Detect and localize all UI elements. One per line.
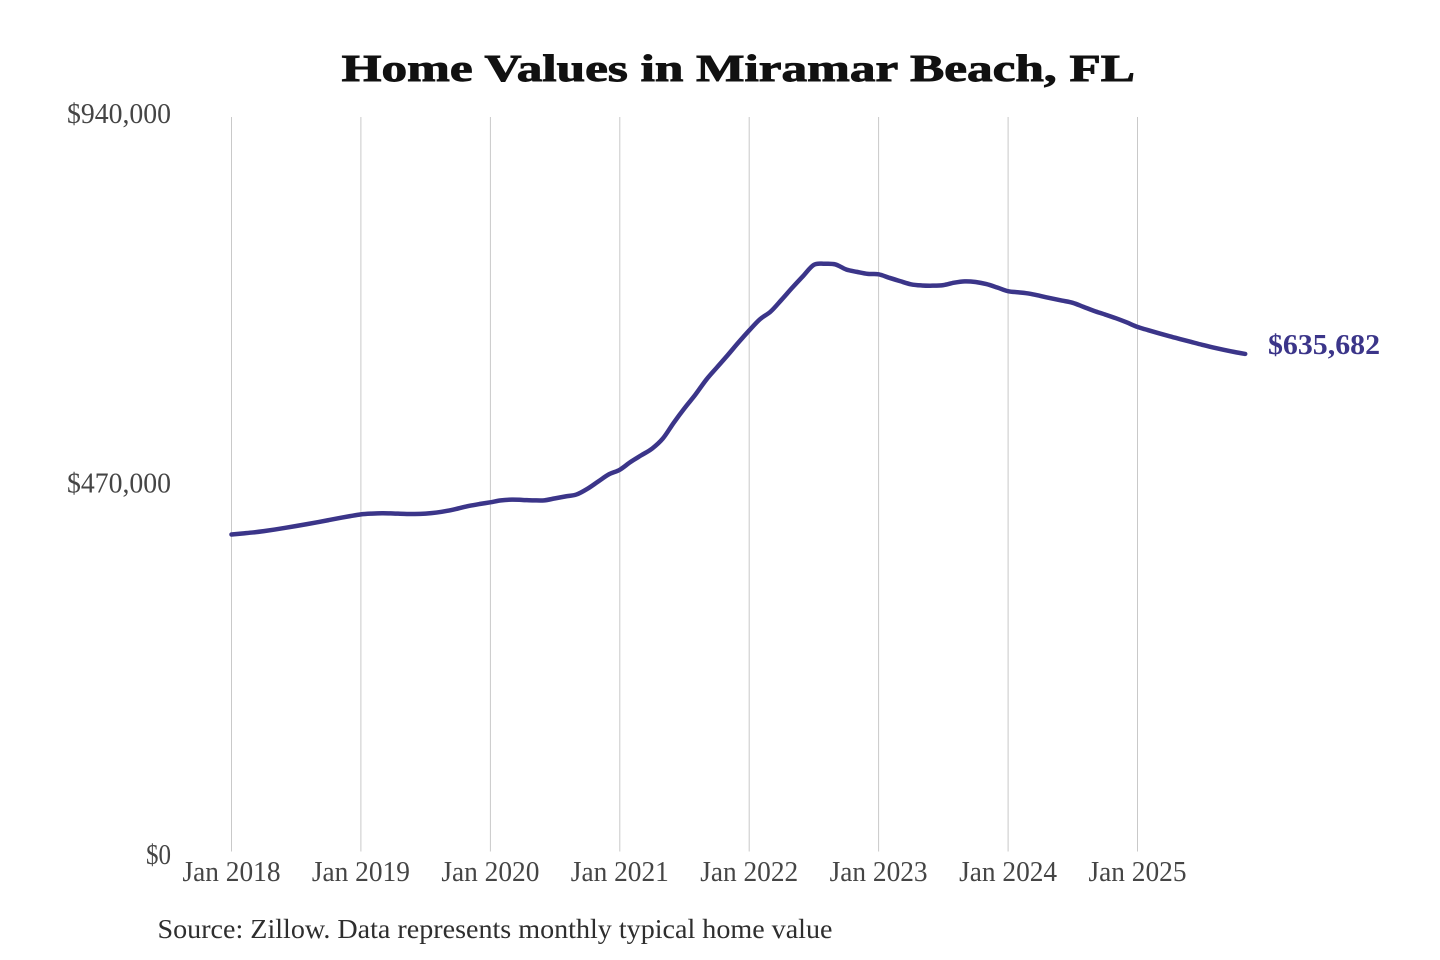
svg-text:$0: $0 (146, 840, 171, 871)
svg-text:Jan 2022: Jan 2022 (700, 857, 798, 888)
svg-text:Jan 2024: Jan 2024 (959, 857, 1057, 888)
svg-text:Source: Zillow. Data represent: Source: Zillow. Data represents monthly … (158, 914, 833, 944)
svg-text:$470,000: $470,000 (67, 469, 171, 500)
svg-text:Jan 2021: Jan 2021 (571, 857, 669, 888)
svg-text:$635,682: $635,682 (1268, 330, 1380, 361)
svg-text:Jan 2025: Jan 2025 (1089, 857, 1187, 888)
svg-text:Jan 2018: Jan 2018 (183, 857, 281, 888)
svg-text:Jan 2023: Jan 2023 (830, 857, 928, 888)
svg-text:Jan 2020: Jan 2020 (441, 857, 539, 888)
svg-text:Home Values in Miramar Beach,: Home Values in Miramar Beach, FL (342, 48, 1135, 90)
svg-text:$940,000: $940,000 (67, 99, 171, 130)
svg-text:Jan 2019: Jan 2019 (312, 857, 410, 888)
